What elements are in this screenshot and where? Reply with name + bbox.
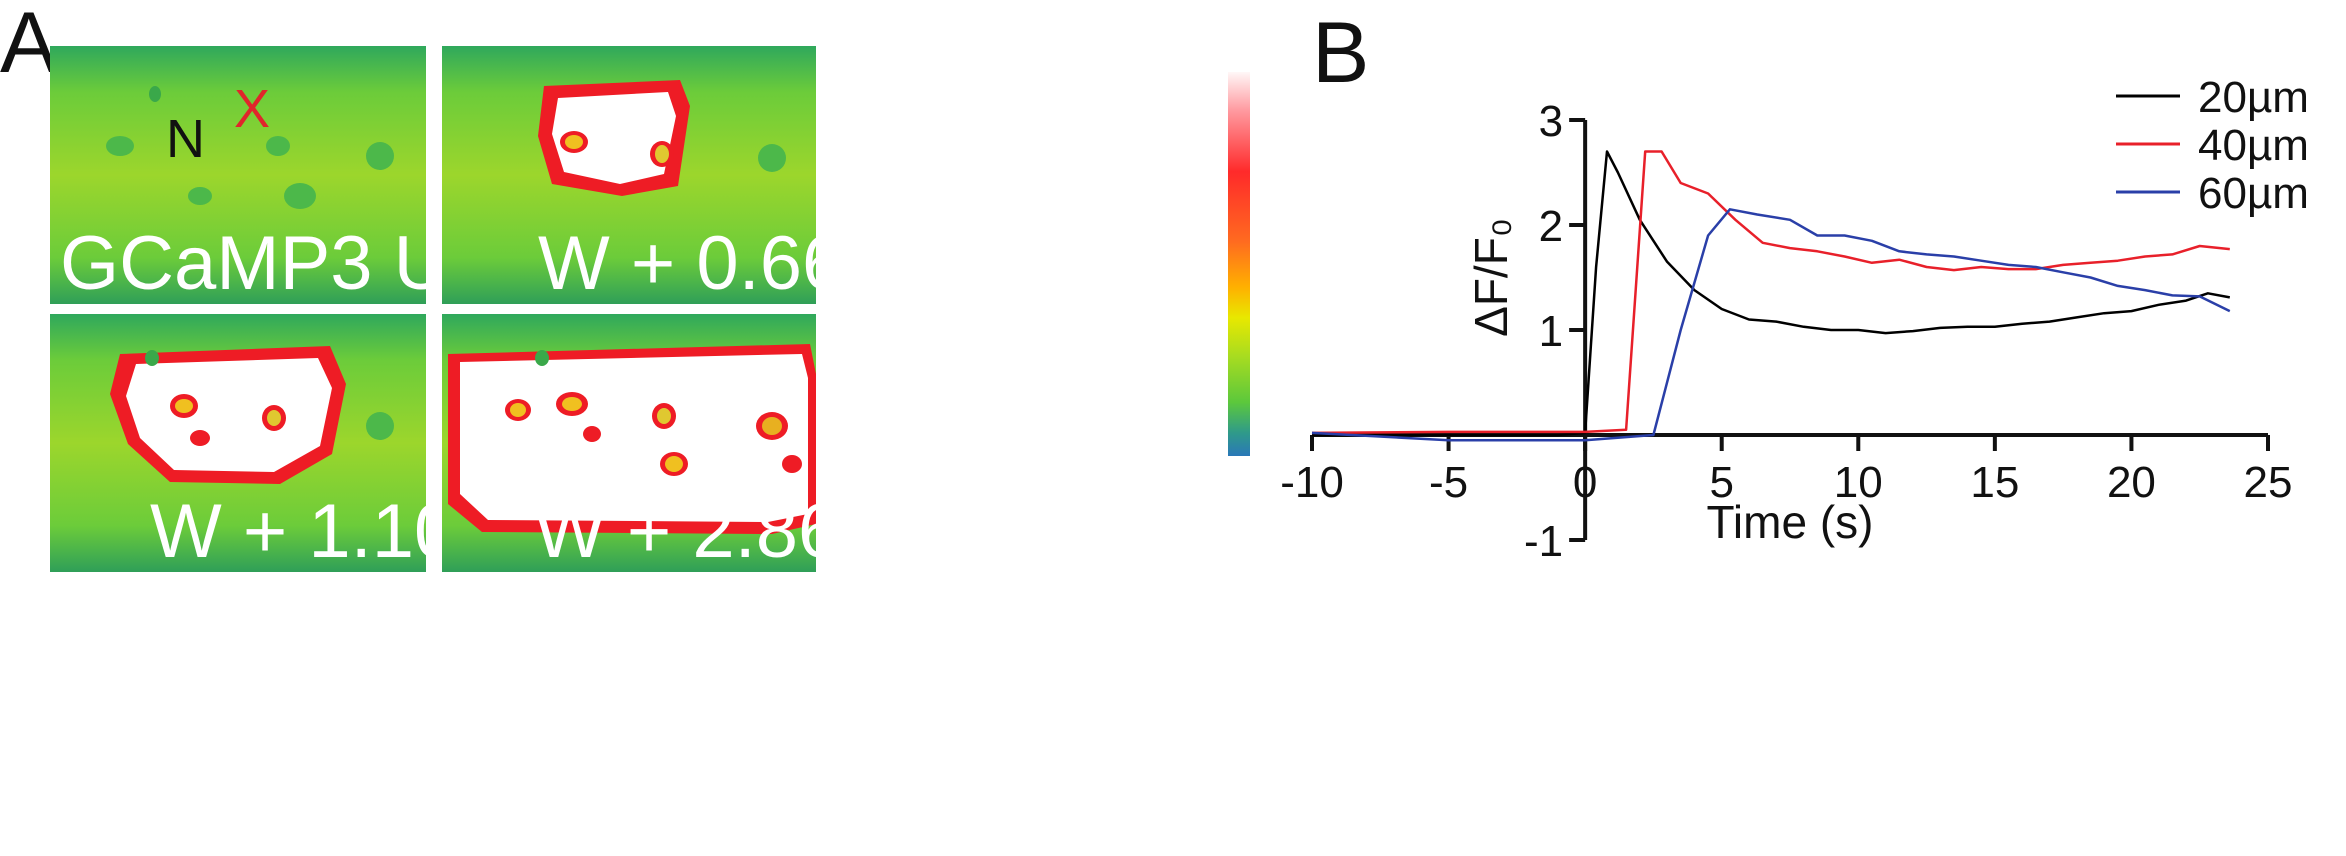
image-w-0-66s: W + 0.66 s: [442, 46, 816, 304]
intensity-colorbar: [1228, 72, 1250, 456]
y-tick-label: 1: [1539, 307, 1563, 356]
caption-unwounded: GCaMP3 UW: [60, 221, 426, 304]
tissue-mid: [50, 314, 426, 572]
series-line-60µm: [1311, 208, 2231, 442]
wound-site-marker: X: [234, 79, 271, 139]
x-tick-label: 15: [1970, 458, 2019, 507]
fluorescence-line-chart: -10 -5 0 5 10 15 20 25 -1 1 2 3 Time (s) ΔF/F₀ 20µm40…: [1280, 73, 2309, 566]
caption-w-1-10s: W + 1.10 s: [150, 489, 426, 572]
x-tick-label: -10: [1280, 458, 1344, 507]
nucleus-marker: N: [166, 109, 205, 169]
caption-w-2-86s: W + 2.86 s: [534, 489, 816, 572]
x-tick-label: 10: [1834, 458, 1883, 507]
chart-series-lines: [1311, 150, 2231, 442]
y-tick-label: -1: [1524, 517, 1563, 566]
legend-label-60µm: 60µm: [2198, 169, 2309, 218]
y-tick-label: 3: [1539, 97, 1563, 146]
x-tick-label: 5: [1709, 458, 1733, 507]
image-w-2-86s: W + 2.86 s: [442, 314, 816, 572]
tissue-early: [442, 46, 816, 304]
image-unwounded: N X GCaMP3 UW: [50, 46, 426, 304]
image-w-1-10s: W + 1.10 s: [50, 314, 426, 572]
x-tick-label: 0: [1573, 458, 1597, 507]
legend-label-40µm: 40µm: [2198, 121, 2309, 170]
series-line-40µm: [1311, 150, 2230, 435]
y-tick-label: 2: [1539, 202, 1563, 251]
series-line-20µm: [1312, 150, 2231, 437]
x-tick-label: 20: [2107, 458, 2156, 507]
chart-axes: -10 -5 0 5 10 15 20 25 -1 1 2 3 Time (s) ΔF/F₀: [1280, 97, 2292, 566]
panel-a-letter: A: [0, 0, 58, 91]
x-tick-label: 25: [2244, 458, 2293, 507]
tissue-late: [442, 314, 816, 572]
legend-label-20µm: 20µm: [2198, 73, 2309, 122]
x-axis-title: Time (s): [1707, 496, 1874, 548]
caption-w-0-66s: W + 0.66 s: [538, 221, 816, 304]
y-axis-title: ΔF/F₀: [1465, 218, 1517, 337]
panel-b-letter: B: [1312, 5, 1370, 101]
tissue-background: [50, 46, 426, 304]
x-tick-label: -5: [1429, 458, 1468, 507]
